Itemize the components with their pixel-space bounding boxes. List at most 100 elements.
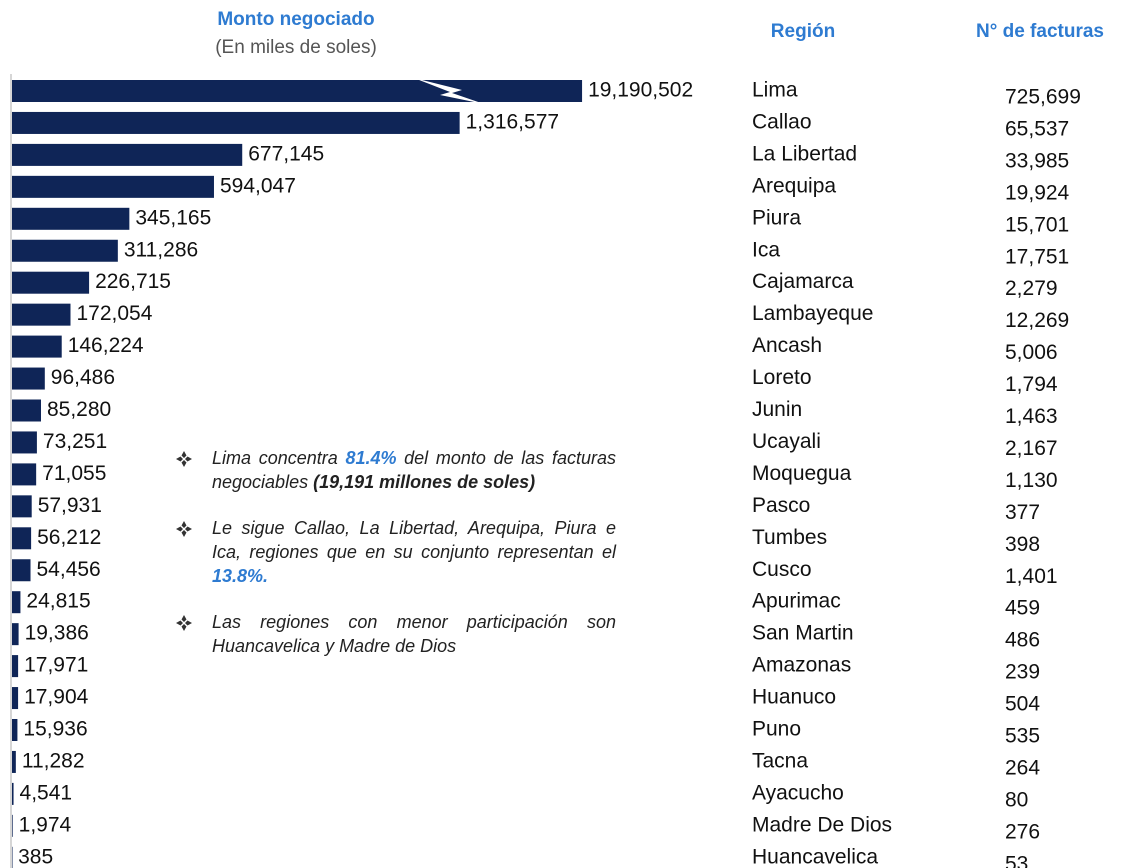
note-highlight: 13.8%. bbox=[212, 566, 269, 586]
invoice-count: 1,401 bbox=[1005, 565, 1058, 588]
note-bold: (19,191 millones de soles) bbox=[313, 472, 536, 492]
data-label: 19,190,502 bbox=[588, 79, 693, 102]
data-label: 56,212 bbox=[37, 526, 101, 549]
region-label: Puno bbox=[752, 718, 801, 741]
bar bbox=[12, 782, 14, 805]
data-label: 677,145 bbox=[248, 142, 324, 165]
bar bbox=[12, 399, 41, 422]
invoice-count: 1,130 bbox=[1005, 469, 1058, 492]
region-label: Ayacucho bbox=[752, 781, 844, 804]
region-label: Lambayeque bbox=[752, 302, 873, 325]
note-text: Las regiones con menor participación son… bbox=[212, 612, 616, 656]
region-label: Junin bbox=[752, 398, 802, 421]
region-header: Región bbox=[771, 21, 835, 42]
region-label: Amazonas bbox=[752, 654, 851, 677]
invoice-count: 19,924 bbox=[1005, 181, 1070, 204]
invoice-count: 53 bbox=[1005, 852, 1028, 868]
bullet bbox=[176, 451, 192, 467]
data-label: 4,541 bbox=[20, 781, 73, 804]
region-label: Callao bbox=[752, 110, 812, 133]
invoice-count: 15,701 bbox=[1005, 213, 1069, 236]
chart-title: Monto negociado bbox=[217, 9, 374, 30]
note: Las regiones con menor participación son… bbox=[176, 610, 616, 658]
data-label: 146,224 bbox=[68, 334, 144, 357]
data-label: 311,286 bbox=[124, 238, 198, 261]
bar bbox=[12, 495, 32, 518]
bar bbox=[12, 303, 71, 326]
invoice-count: 17,751 bbox=[1005, 245, 1069, 268]
invoice-header: N° de facturas bbox=[976, 21, 1104, 42]
bar bbox=[12, 80, 583, 102]
data-label: 15,936 bbox=[23, 718, 87, 741]
data-label: 172,054 bbox=[76, 302, 152, 325]
bar bbox=[12, 719, 18, 741]
region-label: Cusco bbox=[752, 558, 812, 581]
invoice-count: 33,985 bbox=[1005, 149, 1069, 172]
data-label: 226,715 bbox=[95, 270, 171, 293]
bar bbox=[12, 527, 32, 550]
invoice-count: 398 bbox=[1005, 533, 1040, 556]
invoice-count: 5,006 bbox=[1005, 341, 1058, 364]
region-label: Moquegua bbox=[752, 462, 852, 485]
bar bbox=[12, 846, 13, 868]
axis-break bbox=[414, 78, 484, 104]
region-label: Tumbes bbox=[752, 526, 827, 549]
region-label: Ancash bbox=[752, 334, 822, 357]
bar bbox=[12, 207, 130, 230]
note-text: Le sigue Callao, La Libertad, Arequipa, … bbox=[212, 518, 616, 562]
chart-subtitle: (En miles de soles) bbox=[215, 37, 377, 58]
bar bbox=[12, 239, 118, 262]
data-label: 57,931 bbox=[38, 494, 102, 517]
region-label: Piura bbox=[752, 206, 801, 229]
bar bbox=[12, 655, 19, 678]
invoice-count: 12,269 bbox=[1005, 309, 1069, 332]
note-text: Lima concentra bbox=[212, 448, 346, 468]
region-label: Lima bbox=[752, 79, 798, 102]
bar bbox=[12, 111, 460, 134]
invoice-count: 486 bbox=[1005, 629, 1040, 652]
region-label: Huancavelica bbox=[752, 845, 878, 868]
bar bbox=[12, 463, 37, 486]
bullet bbox=[176, 615, 192, 631]
invoice-count: 276 bbox=[1005, 820, 1040, 843]
bar bbox=[12, 591, 21, 614]
region-label: Madre De Dios bbox=[752, 813, 892, 836]
bar bbox=[12, 814, 13, 837]
note-highlight: 81.4% bbox=[345, 448, 397, 468]
invoice-count: 1,463 bbox=[1005, 405, 1058, 428]
data-label: 71,055 bbox=[42, 462, 106, 485]
bullet bbox=[176, 521, 192, 537]
invoice-count: 459 bbox=[1005, 597, 1040, 620]
bar bbox=[12, 750, 16, 773]
invoice-count: 264 bbox=[1005, 756, 1040, 779]
bar bbox=[12, 559, 31, 582]
bar bbox=[12, 431, 37, 454]
data-label: 24,815 bbox=[26, 590, 90, 613]
region-label: Huanuco bbox=[752, 686, 836, 709]
bar bbox=[12, 175, 214, 198]
invoice-count: 535 bbox=[1005, 725, 1040, 748]
data-label: 17,971 bbox=[24, 654, 88, 677]
region-label: Ucayali bbox=[752, 430, 821, 453]
invoice-count: 2,167 bbox=[1005, 437, 1058, 460]
data-label: 17,904 bbox=[24, 686, 89, 709]
invoice-count: 504 bbox=[1005, 693, 1040, 716]
data-label: 11,282 bbox=[22, 749, 85, 772]
data-label: 54,456 bbox=[37, 558, 101, 581]
region-label: Ica bbox=[752, 238, 780, 261]
data-label: 1,974 bbox=[19, 813, 72, 836]
data-label: 385 bbox=[18, 845, 53, 868]
region-label: San Martin bbox=[752, 622, 854, 645]
notes: Lima concentra 81.4% del monto de las fa… bbox=[176, 446, 616, 680]
region-label: Cajamarca bbox=[752, 270, 854, 293]
region-label: Arequipa bbox=[752, 174, 836, 197]
invoice-count: 239 bbox=[1005, 661, 1040, 684]
invoice-count: 377 bbox=[1005, 501, 1040, 524]
data-label: 73,251 bbox=[43, 430, 107, 453]
bar bbox=[12, 687, 19, 710]
invoice-count: 80 bbox=[1005, 788, 1028, 811]
region-label: Tacna bbox=[752, 749, 808, 772]
bar bbox=[12, 623, 19, 646]
